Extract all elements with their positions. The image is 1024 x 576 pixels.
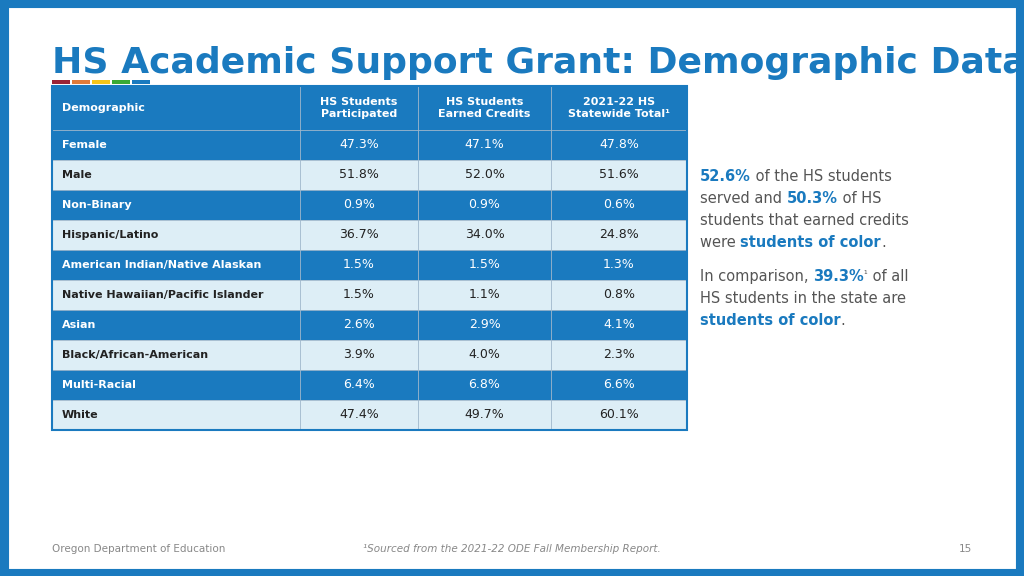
Text: 52.6%: 52.6% [700,169,751,184]
Bar [52,80,70,84]
Text: Native Hawaiian/Pacific Islander: Native Hawaiian/Pacific Islander [62,290,263,300]
Text: 1.3%: 1.3% [603,259,635,271]
Text: ¹Sourced from the 2021-22 ODE Fall Membership Report.: ¹Sourced from the 2021-22 ODE Fall Membe… [364,544,660,554]
Text: 2.9%: 2.9% [469,319,501,332]
Text: 1.5%: 1.5% [469,259,501,271]
Text: White: White [62,410,98,420]
Text: Non-Binary: Non-Binary [62,200,132,210]
Bar [52,400,687,430]
Text: 52.0%: 52.0% [465,169,505,181]
Text: were: were [700,235,740,250]
Text: 1.5%: 1.5% [343,259,375,271]
Text: 2.6%: 2.6% [343,319,375,332]
Text: 4.1%: 4.1% [603,319,635,332]
Text: 39.3%: 39.3% [813,269,864,284]
Text: American Indian/Native Alaskan: American Indian/Native Alaskan [62,260,261,270]
Text: 49.7%: 49.7% [465,408,505,422]
Text: 2.3%: 2.3% [603,348,635,362]
Text: 6.8%: 6.8% [469,378,501,392]
Text: Demographic: Demographic [62,103,144,113]
Text: 47.4%: 47.4% [339,408,379,422]
Text: HS students in the state are: HS students in the state are [700,291,906,306]
Text: Male: Male [62,170,92,180]
Text: 6.4%: 6.4% [343,378,375,392]
Bar [92,80,110,84]
Text: of HS: of HS [838,191,881,206]
Bar [52,86,687,430]
Text: 4.0%: 4.0% [469,348,501,362]
Text: ¹: ¹ [864,270,867,279]
Bar [72,80,90,84]
Bar [112,80,130,84]
Text: 15: 15 [958,544,972,554]
Text: In comparison,: In comparison, [700,269,813,284]
Bar [52,130,687,160]
Text: Female: Female [62,140,106,150]
Text: 0.6%: 0.6% [603,199,635,211]
Text: HS Academic Support Grant: Demographic Data: HS Academic Support Grant: Demographic D… [52,46,1024,80]
Bar [52,250,687,280]
Bar [52,86,687,130]
Text: Hispanic/Latino: Hispanic/Latino [62,230,159,240]
Text: 2021-22 HS
Statewide Total¹: 2021-22 HS Statewide Total¹ [568,97,670,119]
Text: of all: of all [867,269,908,284]
Text: 34.0%: 34.0% [465,229,505,241]
Text: 51.6%: 51.6% [599,169,639,181]
Bar [52,280,687,310]
Text: 47.1%: 47.1% [465,138,505,151]
Text: 47.8%: 47.8% [599,138,639,151]
Text: 47.3%: 47.3% [339,138,379,151]
Text: students that earned credits: students that earned credits [700,213,909,228]
Text: .: . [881,235,886,250]
Text: of the HS students: of the HS students [751,169,892,184]
Text: Oregon Department of Education: Oregon Department of Education [52,544,225,554]
Bar [52,340,687,370]
Text: HS Students
Participated: HS Students Participated [321,97,397,119]
Text: served and: served and [700,191,786,206]
Text: 1.5%: 1.5% [343,289,375,301]
Text: Black/African-American: Black/African-American [62,350,208,360]
Text: 50.3%: 50.3% [786,191,838,206]
Text: 0.8%: 0.8% [603,289,635,301]
Bar [132,80,150,84]
Bar [52,220,687,250]
Text: 6.6%: 6.6% [603,378,635,392]
Text: .: . [841,313,846,328]
Text: 36.7%: 36.7% [339,229,379,241]
Text: 3.9%: 3.9% [343,348,375,362]
Text: Multi-Racial: Multi-Racial [62,380,136,390]
Bar [52,310,687,340]
Bar [52,160,687,190]
Text: students of color: students of color [700,313,841,328]
Text: 0.9%: 0.9% [343,199,375,211]
Text: 0.9%: 0.9% [469,199,501,211]
Text: 24.8%: 24.8% [599,229,639,241]
Bar [52,190,687,220]
Text: HS Students
Earned Credits: HS Students Earned Credits [438,97,530,119]
Text: 1.1%: 1.1% [469,289,501,301]
Text: 60.1%: 60.1% [599,408,639,422]
Bar [52,370,687,400]
Text: Asian: Asian [62,320,96,330]
Text: students of color: students of color [740,235,881,250]
Text: 51.8%: 51.8% [339,169,379,181]
